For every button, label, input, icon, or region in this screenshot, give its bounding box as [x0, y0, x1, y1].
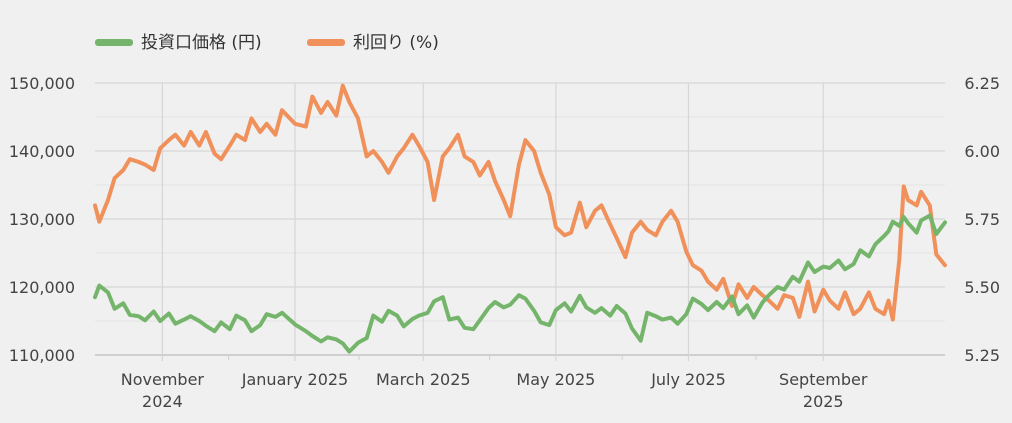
legend: 投資口価格 (円) 利回り (%) — [95, 33, 439, 53]
y-left-tick-label: 120,000 — [9, 278, 75, 297]
x-tick-label: July 2025 — [650, 370, 726, 389]
x-tick-label: January 2025 — [241, 370, 348, 389]
y-right-tick-label: 5.75 — [964, 210, 1000, 229]
x-tick-label: September — [779, 370, 868, 389]
legend-label-yield: 利回り (%) — [353, 33, 439, 53]
legend-label-price: 投資口価格 (円) — [141, 33, 262, 53]
x-tick-label: 2025 — [803, 392, 844, 411]
legend-swatch-price — [95, 39, 133, 46]
left-axis-ticks: 110,000 120,000 130,000 140,000 150,000 — [9, 74, 75, 365]
y-left-tick-label: 110,000 — [9, 346, 75, 365]
y-left-tick-label: 140,000 — [9, 142, 75, 161]
x-tick-label: November — [121, 370, 205, 389]
legend-swatch-yield — [307, 39, 345, 46]
x-tick-label: 2024 — [142, 392, 183, 411]
y-right-tick-label: 6.00 — [964, 142, 1000, 161]
y-left-tick-label: 150,000 — [9, 74, 75, 93]
gridlines — [95, 82, 945, 361]
y-right-tick-label: 5.50 — [964, 278, 1000, 297]
x-tick-label: March 2025 — [376, 370, 471, 389]
y-right-tick-label: 5.25 — [964, 346, 1000, 365]
x-tick-label: May 2025 — [516, 370, 595, 389]
series-line-price — [93, 213, 947, 354]
series-line-yield — [93, 83, 947, 322]
right-axis-ticks: 5.25 5.50 5.75 6.00 6.25 — [964, 74, 1000, 365]
y-left-tick-label: 130,000 — [9, 210, 75, 229]
y-right-tick-label: 6.25 — [964, 74, 1000, 93]
series-lines — [93, 83, 947, 354]
x-axis-ticks: November 2024 January 2025 March 2025 May 20… — [121, 370, 868, 411]
